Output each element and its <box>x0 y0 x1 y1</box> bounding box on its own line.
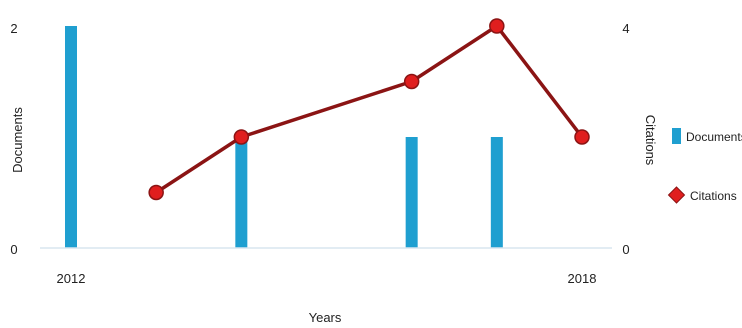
right-axis-title: Citations <box>643 115 658 166</box>
legend: Documents Citations <box>667 128 742 204</box>
legend-citations-marker <box>667 186 686 204</box>
right-tick-label-top: 4 <box>622 21 629 36</box>
x-tick-label-first: 2012 <box>57 271 86 286</box>
documents-bar-2016 <box>405 137 418 248</box>
x-tick-label-last: 2018 <box>568 271 597 286</box>
documents-bar-2012 <box>65 26 77 248</box>
left-tick-label-top: 2 <box>10 21 17 36</box>
documents-bar-2014 <box>235 137 248 248</box>
documents-bar-2017 <box>490 137 503 248</box>
right-tick-label-bottom: 0 <box>622 242 629 257</box>
x-axis-title: Years <box>309 310 342 325</box>
plot-area <box>65 18 590 248</box>
left-tick-label-bottom: 0 <box>10 242 17 257</box>
citations-point-2016 <box>403 73 420 90</box>
legend-citations-label: Citations <box>690 189 737 203</box>
legend-documents-label: Documents <box>686 130 742 144</box>
citations-point-2013 <box>148 184 164 201</box>
citations-point-2014 <box>233 129 250 145</box>
left-axis-title: Documents <box>10 107 25 173</box>
citations-point-2017 <box>489 18 505 34</box>
legend-documents-swatch <box>672 128 681 144</box>
citations-line <box>155 24 584 194</box>
citations-point-2018 <box>574 129 590 145</box>
